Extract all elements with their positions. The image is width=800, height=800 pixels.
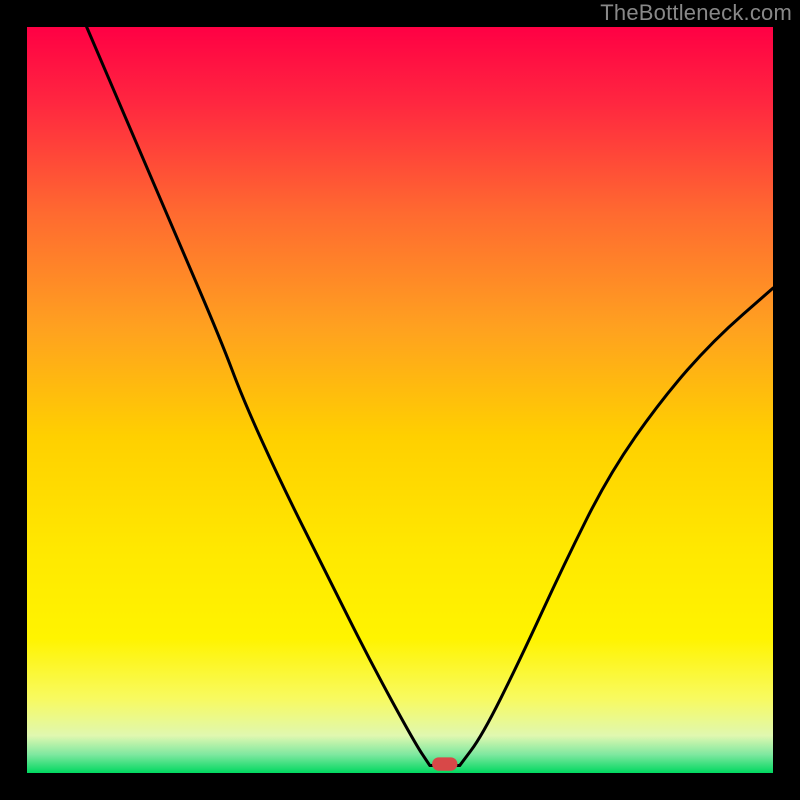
watermark-text: TheBottleneck.com [600, 0, 792, 26]
chart-container: TheBottleneck.com [0, 0, 800, 800]
chart-svg [0, 0, 800, 800]
optimal-point-marker [432, 757, 457, 770]
